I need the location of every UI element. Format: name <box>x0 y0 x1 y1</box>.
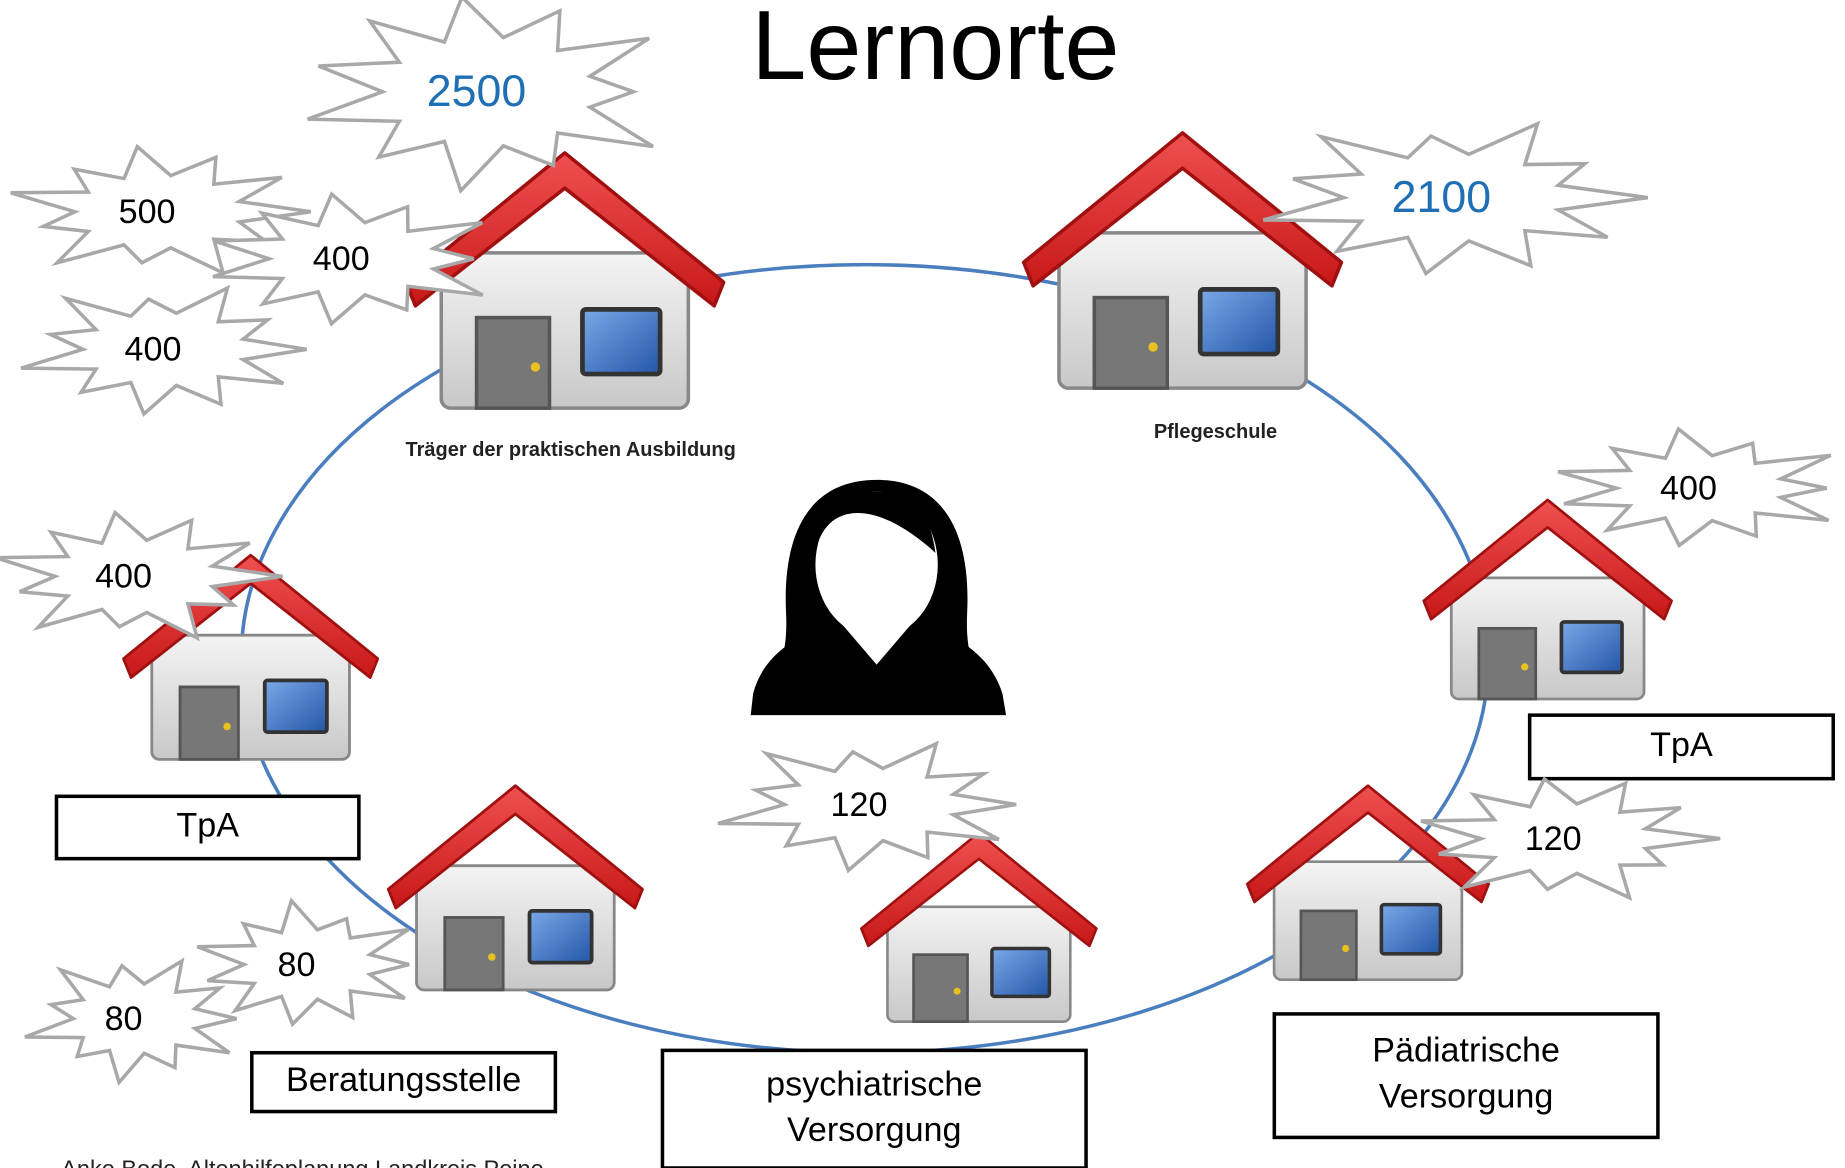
burst-number: 2500 <box>427 67 526 116</box>
title: Lernorte <box>751 0 1119 100</box>
burst-number: 400 <box>313 240 370 278</box>
count-burst: 400 <box>21 288 307 414</box>
count-burst: 400 <box>1558 429 1831 545</box>
count-burst: 2500 <box>308 0 653 191</box>
burst-number: 120 <box>1525 820 1582 858</box>
house: Träger der praktischen Ausbildung <box>406 153 736 461</box>
house-label: Versorgung <box>787 1111 962 1149</box>
burst-number: 80 <box>105 1000 143 1038</box>
burst-number: 400 <box>95 558 152 596</box>
house-label: Träger der praktischen Ausbildung <box>406 439 736 461</box>
house: TpA <box>1424 500 1833 779</box>
house-icon <box>1424 500 1672 699</box>
house-label: TpA <box>176 806 239 844</box>
page: Träger der praktischen Ausbildung Pfleges… <box>0 0 1845 1168</box>
house-label: Beratungsstelle <box>286 1061 521 1099</box>
count-burst: 80 <box>197 901 409 1024</box>
house-label: Pädiatrische <box>1372 1032 1560 1070</box>
person-icon <box>751 480 1006 715</box>
house: psychiatrische Versorgung <box>662 833 1096 1168</box>
house-label: Versorgung <box>1379 1078 1554 1116</box>
burst-number: 80 <box>278 946 316 984</box>
house-icon <box>388 786 642 990</box>
burst-number: 120 <box>830 786 887 824</box>
diagram: Träger der praktischen Ausbildung Pfleges… <box>0 0 1845 1168</box>
house-label: psychiatrische <box>766 1065 982 1103</box>
count-burst: 400 <box>0 513 283 638</box>
burst-number: 500 <box>119 193 176 231</box>
footer: Anke Bode, Altenhilfeplanung Landkreis P… <box>61 1156 544 1168</box>
burst-number: 400 <box>1660 470 1717 508</box>
house-icon <box>861 833 1096 1022</box>
house-label: Pflegeschule <box>1154 421 1277 443</box>
burst-number: 400 <box>124 331 181 369</box>
house-icon <box>1024 133 1342 388</box>
count-burst: 80 <box>25 961 237 1082</box>
house-label: TpA <box>1650 726 1713 764</box>
house-icon <box>1247 786 1488 980</box>
burst-number: 2100 <box>1392 173 1491 222</box>
